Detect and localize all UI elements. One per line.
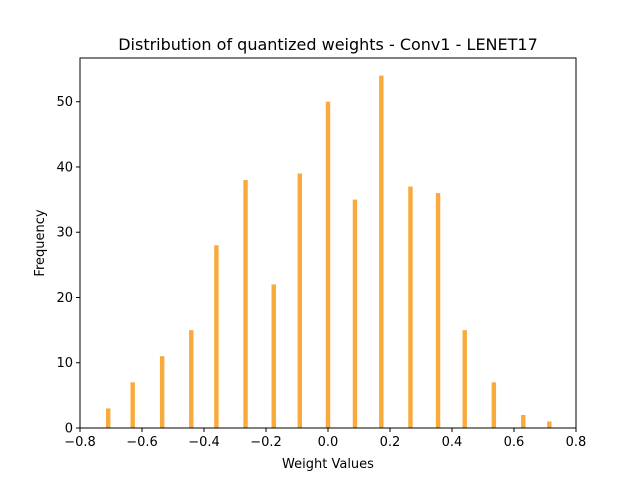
bar: [521, 414, 526, 428]
x-tick-label: −0.8: [64, 435, 96, 450]
plot-frame: [79, 57, 577, 429]
x-tick-label: 0.6: [504, 435, 525, 450]
bar: [325, 101, 331, 428]
chart-title: Distribution of quantized weights - Conv…: [118, 35, 538, 54]
bar: [214, 245, 219, 428]
y-tick-label: 20: [56, 291, 73, 306]
bar: [547, 421, 552, 428]
y-tick-label: 0: [65, 422, 73, 437]
bar: [462, 330, 467, 428]
bar: [491, 382, 497, 428]
x-axis-label: Weight Values: [282, 457, 374, 472]
x-tick-label: −0.6: [126, 435, 158, 450]
bar: [159, 356, 165, 428]
bar: [105, 408, 111, 428]
x-tick-label: −0.4: [188, 435, 220, 450]
x-tick-label: 0.2: [380, 435, 401, 450]
x-tick-label: 0.0: [318, 435, 339, 450]
bar: [243, 180, 248, 428]
x-tick-label: 0.8: [566, 435, 587, 450]
x-tick-label: −0.2: [250, 435, 282, 450]
bar: [352, 199, 358, 428]
bar: [435, 193, 441, 428]
y-tick-label: 50: [56, 95, 73, 110]
y-axis-label: Frequency: [33, 209, 48, 276]
bar: [130, 382, 135, 428]
y-tick-label: 30: [56, 226, 73, 241]
bar: [297, 173, 302, 428]
x-tick-label: 0.4: [442, 435, 463, 450]
y-tick-label: 10: [56, 356, 73, 371]
bars-layer: [105, 75, 552, 429]
y-tick-label: 40: [56, 160, 73, 175]
bar: [271, 284, 276, 428]
ticks-layer: −0.8 −0.6 −0.4 −0.2 0.0 0.2 0.4 0.6 0.8 0 10 20 30 40…: [56, 95, 586, 450]
bar: [379, 75, 384, 429]
bar: [408, 186, 413, 428]
bar: [189, 330, 194, 428]
